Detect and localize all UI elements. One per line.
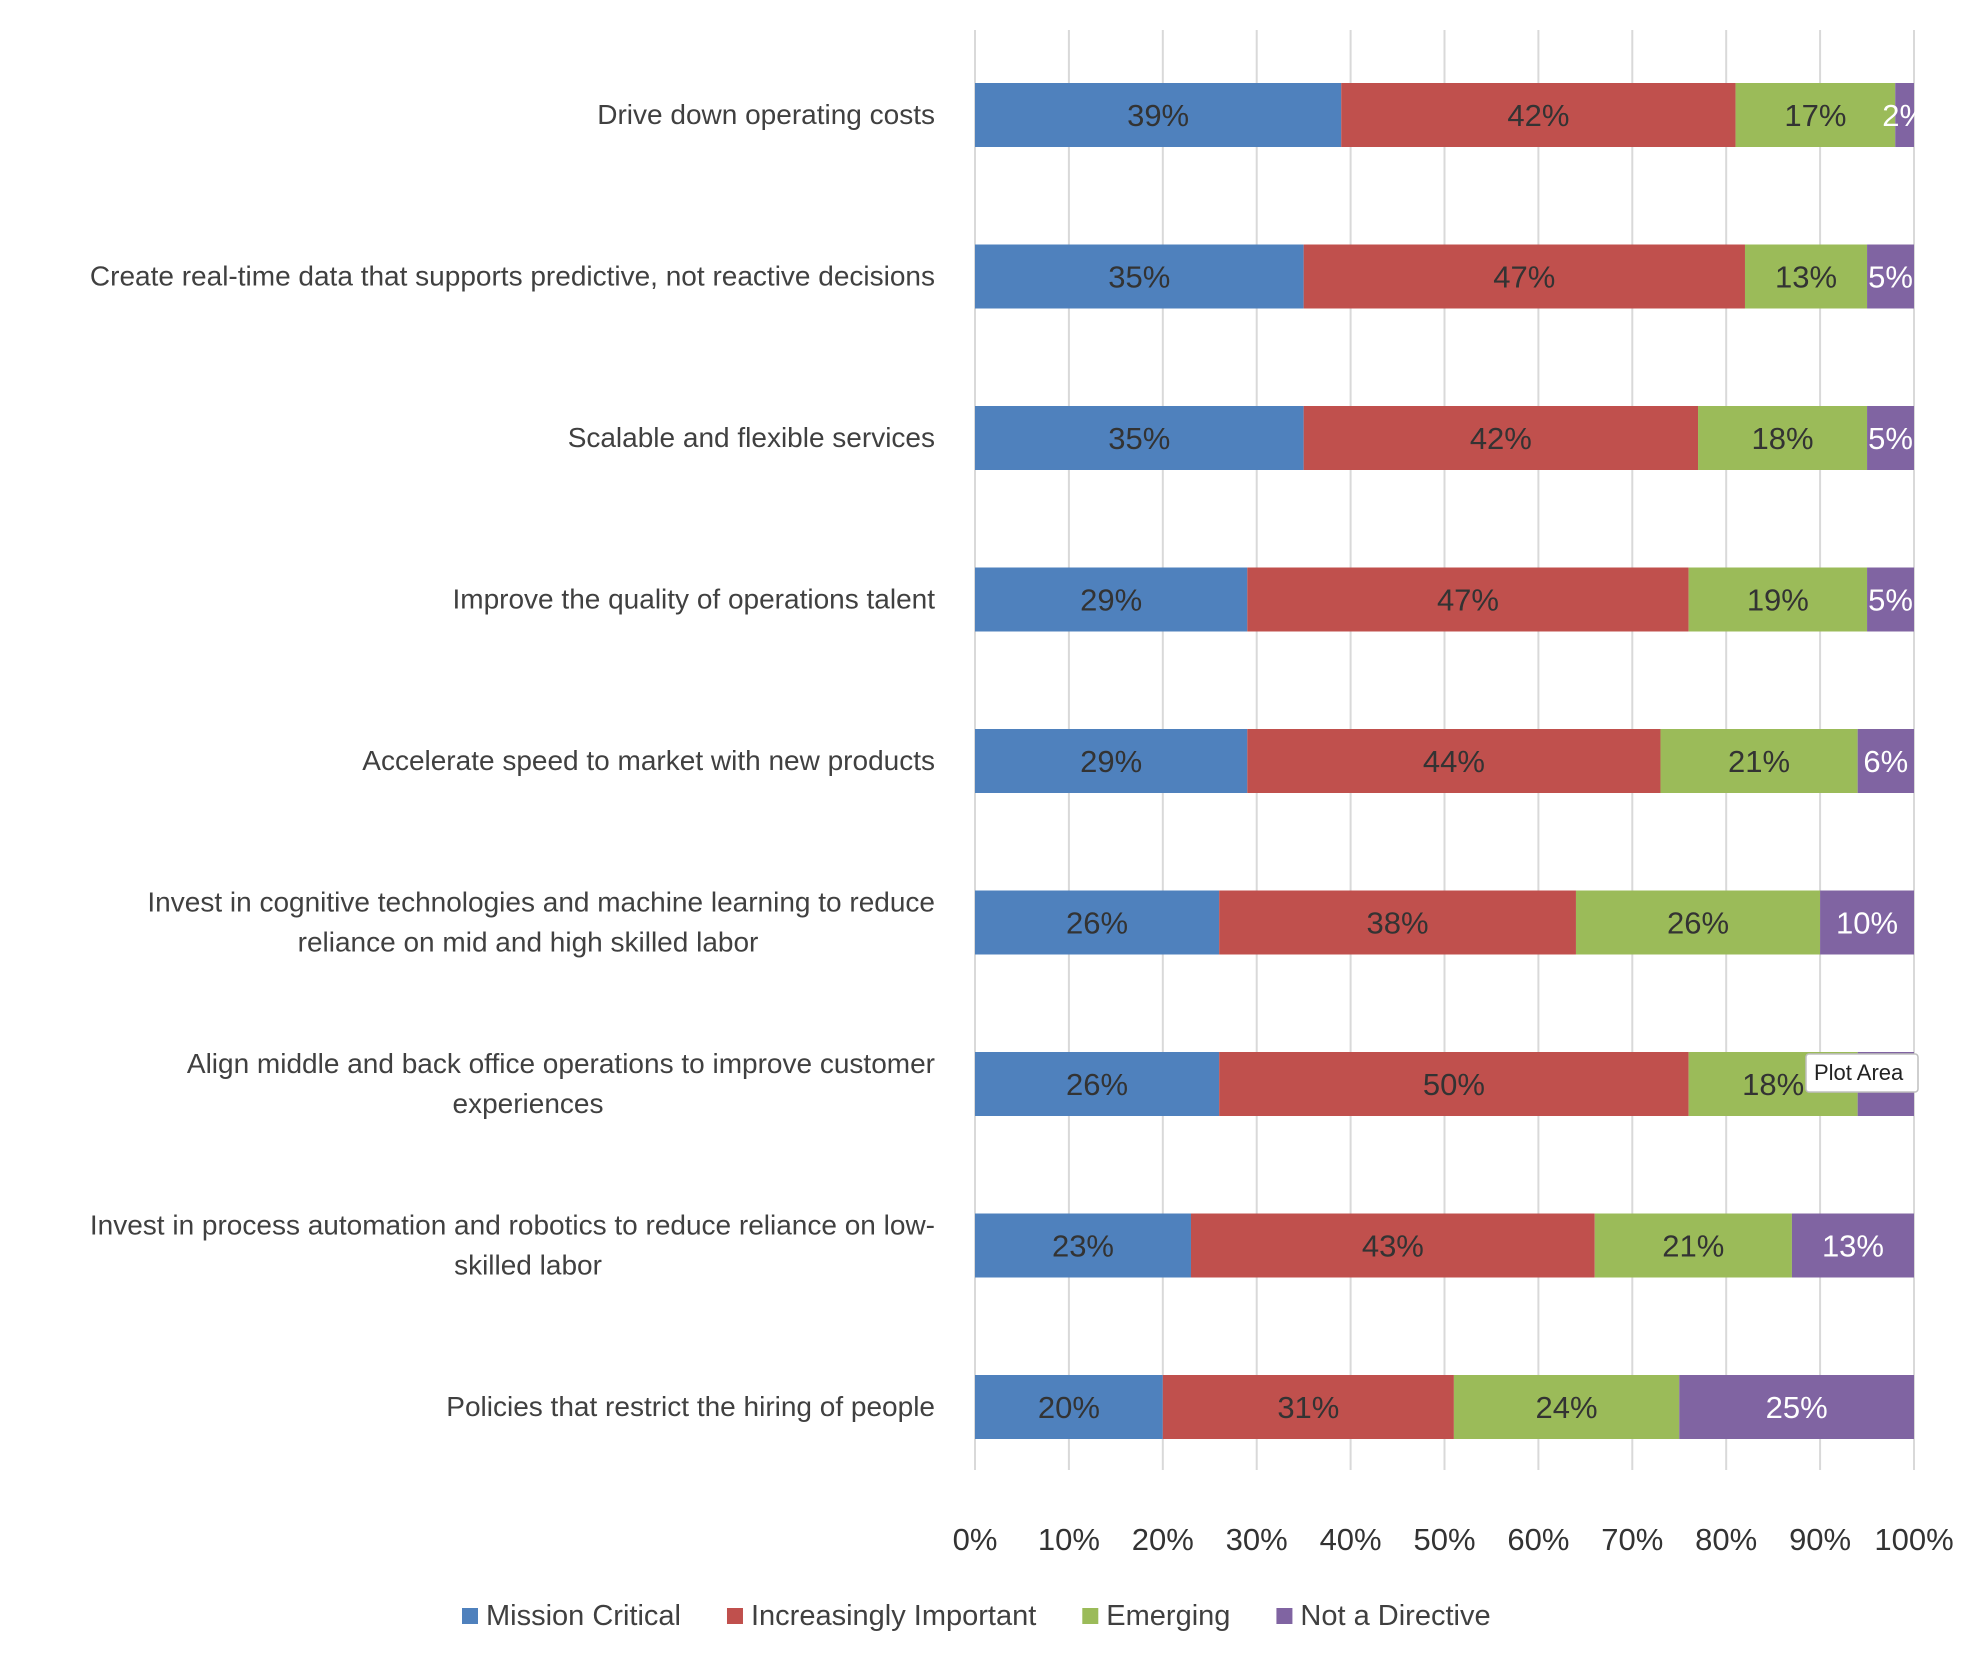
data-label: 42% bbox=[1470, 421, 1532, 456]
data-label: 50% bbox=[1423, 1067, 1485, 1102]
legend-label[interactable]: Emerging bbox=[1106, 1600, 1230, 1632]
x-tick-label: 0% bbox=[953, 1522, 998, 1557]
data-label: 29% bbox=[1080, 583, 1142, 618]
data-label: 5% bbox=[1868, 583, 1913, 618]
category-label: experiences bbox=[453, 1088, 604, 1119]
chart-root: 39% 42% 17% 2% 35% 47% 13% 5% 35% 42% 18% 5% 29% 47% 1… bbox=[0, 0, 1974, 1666]
category-label: skilled labor bbox=[454, 1250, 602, 1281]
legend-label[interactable]: Mission Critical bbox=[486, 1600, 681, 1632]
x-tick-label: 50% bbox=[1413, 1522, 1475, 1557]
data-label: 26% bbox=[1667, 906, 1729, 941]
category-label: Scalable and flexible services bbox=[568, 422, 935, 453]
x-tick-label: 40% bbox=[1320, 1522, 1382, 1557]
data-label: 25% bbox=[1766, 1390, 1828, 1425]
data-label: 23% bbox=[1052, 1229, 1114, 1264]
x-tick-label: 20% bbox=[1132, 1522, 1194, 1557]
category-label: Invest in cognitive technologies and mac… bbox=[147, 887, 935, 918]
data-label: 24% bbox=[1536, 1390, 1598, 1425]
data-label: 10% bbox=[1836, 906, 1898, 941]
category-label: reliance on mid and high skilled labor bbox=[298, 927, 759, 958]
data-label: 19% bbox=[1747, 583, 1809, 618]
x-tick-label: 100% bbox=[1874, 1522, 1953, 1557]
data-label: 42% bbox=[1507, 98, 1569, 133]
data-label: 26% bbox=[1066, 1067, 1128, 1102]
x-tick-label: 60% bbox=[1507, 1522, 1569, 1557]
data-label: 26% bbox=[1066, 906, 1128, 941]
data-label: 43% bbox=[1362, 1229, 1424, 1264]
legend-swatch bbox=[1082, 1608, 1098, 1624]
category-label: Policies that restrict the hiring of peo… bbox=[446, 1391, 935, 1422]
legend-label[interactable]: Increasingly Important bbox=[751, 1600, 1036, 1632]
x-tick-label: 70% bbox=[1601, 1522, 1663, 1557]
legend-swatch bbox=[727, 1608, 743, 1624]
data-label: 13% bbox=[1775, 260, 1837, 295]
category-label: Invest in process automation and robotic… bbox=[90, 1210, 935, 1241]
data-label: 5% bbox=[1868, 260, 1913, 295]
data-label: 38% bbox=[1367, 906, 1429, 941]
x-tick-label: 90% bbox=[1789, 1522, 1851, 1557]
data-label: 6% bbox=[1863, 744, 1908, 779]
data-label: 29% bbox=[1080, 744, 1142, 779]
category-label: Align middle and back office operations … bbox=[187, 1048, 935, 1079]
data-label: 20% bbox=[1038, 1390, 1100, 1425]
category-label: Drive down operating costs bbox=[597, 99, 935, 130]
category-label: Accelerate speed to market with new prod… bbox=[362, 745, 935, 776]
legend-label[interactable]: Not a Directive bbox=[1300, 1600, 1490, 1632]
x-tick-label: 30% bbox=[1226, 1522, 1288, 1557]
legend: Mission Critical Increasingly Important Em… bbox=[462, 1600, 1491, 1632]
data-label: 39% bbox=[1127, 98, 1189, 133]
data-label: 44% bbox=[1423, 744, 1485, 779]
data-label: 13% bbox=[1822, 1229, 1884, 1264]
data-label: 35% bbox=[1108, 421, 1170, 456]
stacked-bar-chart[interactable]: 39% 42% 17% 2% 35% 47% 13% 5% 35% 42% 18% 5% 29% 47% 1… bbox=[0, 0, 1974, 1666]
tooltip-text: Plot Area bbox=[1814, 1060, 1904, 1085]
data-label: 21% bbox=[1728, 744, 1790, 779]
data-label: 47% bbox=[1493, 260, 1555, 295]
data-label: 17% bbox=[1784, 98, 1846, 133]
legend-swatch bbox=[462, 1608, 478, 1624]
data-label: 31% bbox=[1277, 1390, 1339, 1425]
data-label: 2% bbox=[1882, 98, 1927, 133]
tooltip: Plot Area bbox=[1806, 1054, 1918, 1092]
data-label: 18% bbox=[1742, 1067, 1804, 1102]
legend-swatch bbox=[1276, 1608, 1292, 1624]
x-tick-label: 10% bbox=[1038, 1522, 1100, 1557]
category-label: Create real-time data that supports pred… bbox=[90, 261, 935, 292]
data-label: 18% bbox=[1752, 421, 1814, 456]
data-label: 5% bbox=[1868, 421, 1913, 456]
data-label: 35% bbox=[1108, 260, 1170, 295]
x-tick-label: 80% bbox=[1695, 1522, 1757, 1557]
data-label: 21% bbox=[1662, 1229, 1724, 1264]
data-label: 47% bbox=[1437, 583, 1499, 618]
category-label: Improve the quality of operations talent bbox=[452, 584, 935, 615]
